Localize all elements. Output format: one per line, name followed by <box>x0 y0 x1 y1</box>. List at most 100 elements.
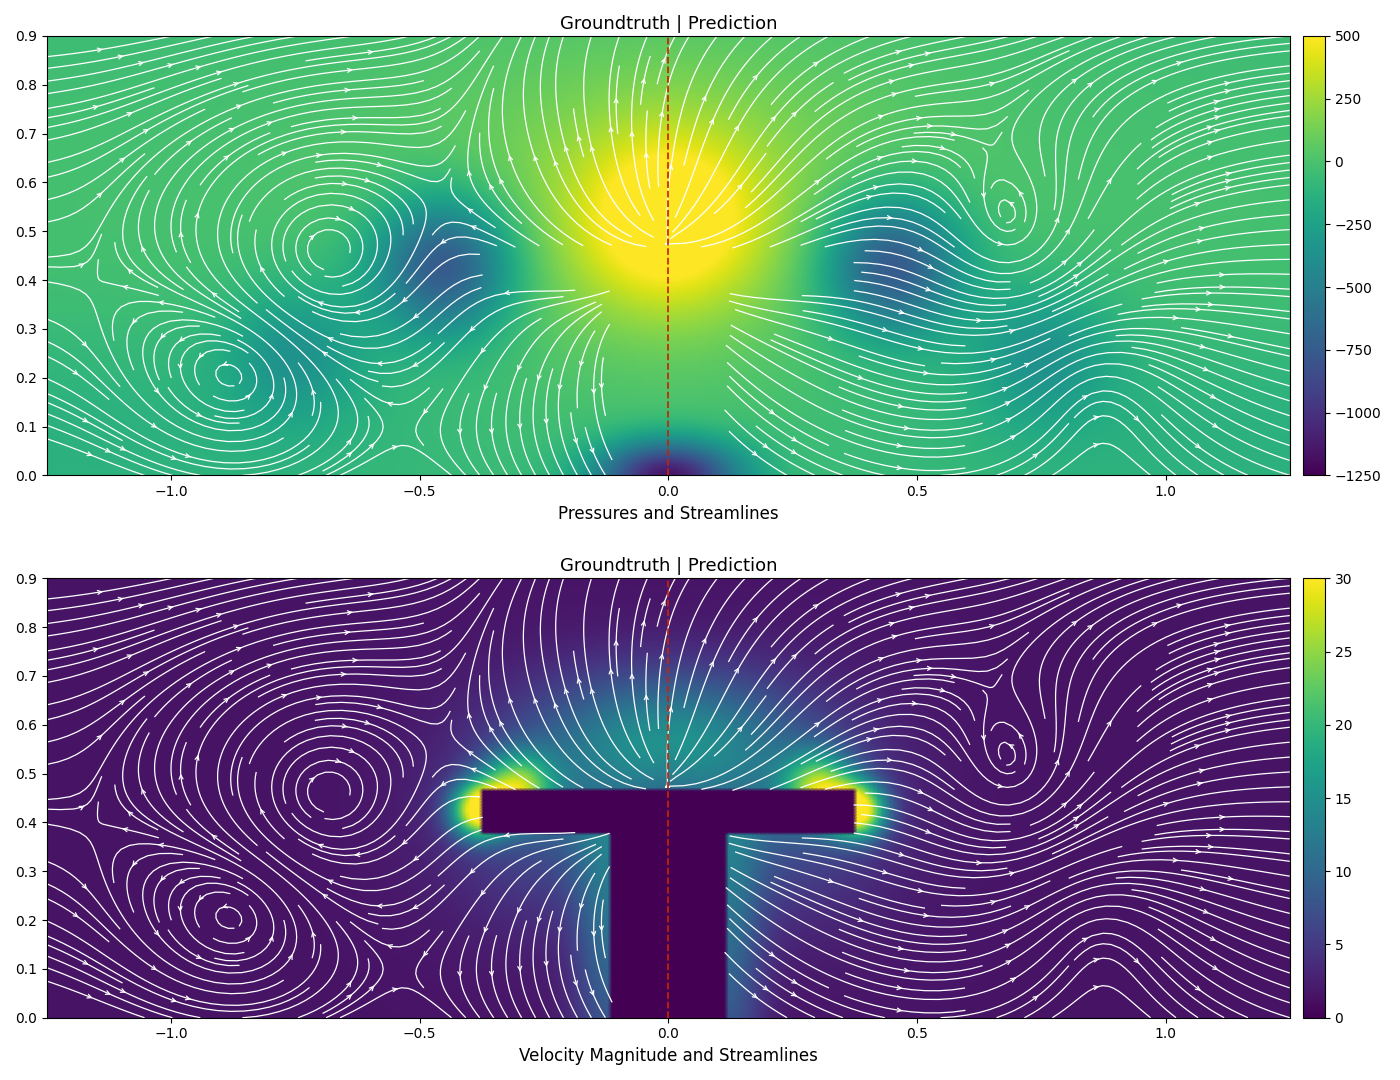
FancyArrowPatch shape <box>118 597 123 602</box>
FancyArrowPatch shape <box>154 388 160 393</box>
FancyArrowPatch shape <box>504 291 510 295</box>
FancyArrowPatch shape <box>186 684 192 688</box>
FancyArrowPatch shape <box>896 51 902 54</box>
FancyArrowPatch shape <box>911 701 917 705</box>
FancyArrowPatch shape <box>1225 179 1231 184</box>
FancyArrowPatch shape <box>925 287 930 291</box>
FancyArrowPatch shape <box>185 454 190 458</box>
FancyArrowPatch shape <box>1219 285 1224 289</box>
FancyArrowPatch shape <box>139 604 144 608</box>
FancyArrowPatch shape <box>120 700 125 704</box>
FancyArrowPatch shape <box>1033 454 1037 458</box>
FancyArrowPatch shape <box>217 71 221 75</box>
FancyArrowPatch shape <box>356 853 360 856</box>
FancyArrowPatch shape <box>1197 782 1203 786</box>
FancyArrowPatch shape <box>151 966 157 970</box>
FancyArrowPatch shape <box>508 157 512 161</box>
FancyArrowPatch shape <box>199 353 203 359</box>
FancyArrowPatch shape <box>413 363 417 366</box>
FancyArrowPatch shape <box>1226 172 1231 176</box>
FancyArrowPatch shape <box>591 448 594 453</box>
FancyArrowPatch shape <box>939 146 945 149</box>
FancyArrowPatch shape <box>1088 83 1092 87</box>
FancyArrowPatch shape <box>1007 418 1011 422</box>
FancyArrowPatch shape <box>414 856 419 861</box>
FancyArrowPatch shape <box>161 334 165 339</box>
FancyArrowPatch shape <box>1214 650 1219 654</box>
FancyArrowPatch shape <box>1072 79 1077 83</box>
FancyArrowPatch shape <box>1025 906 1029 909</box>
FancyArrowPatch shape <box>1214 130 1219 133</box>
FancyArrowPatch shape <box>1025 364 1029 367</box>
FancyArrowPatch shape <box>413 905 417 908</box>
FancyArrowPatch shape <box>78 806 84 810</box>
FancyArrowPatch shape <box>752 451 757 456</box>
FancyArrowPatch shape <box>867 738 872 742</box>
FancyArrowPatch shape <box>120 158 125 162</box>
FancyArrowPatch shape <box>998 242 1002 245</box>
FancyArrowPatch shape <box>186 141 192 145</box>
FancyArrowPatch shape <box>1208 845 1212 849</box>
FancyArrowPatch shape <box>237 105 241 109</box>
FancyArrowPatch shape <box>234 625 238 629</box>
FancyArrowPatch shape <box>1061 802 1067 807</box>
FancyArrowPatch shape <box>981 193 986 198</box>
FancyArrowPatch shape <box>533 157 538 161</box>
FancyArrowPatch shape <box>815 180 819 185</box>
FancyArrowPatch shape <box>1065 230 1070 234</box>
FancyArrowPatch shape <box>370 986 374 990</box>
FancyArrowPatch shape <box>669 165 672 170</box>
FancyArrowPatch shape <box>87 453 91 456</box>
FancyArrowPatch shape <box>120 446 125 450</box>
FancyArrowPatch shape <box>888 216 892 219</box>
FancyArrowPatch shape <box>1200 769 1204 773</box>
FancyArrowPatch shape <box>630 132 634 136</box>
FancyArrowPatch shape <box>1002 388 1007 391</box>
FancyArrowPatch shape <box>1056 218 1058 222</box>
FancyArrowPatch shape <box>1225 721 1231 726</box>
FancyArrowPatch shape <box>1077 805 1082 809</box>
FancyArrowPatch shape <box>1002 930 1007 933</box>
FancyArrowPatch shape <box>347 982 351 987</box>
FancyArrowPatch shape <box>1082 939 1086 942</box>
FancyArrowPatch shape <box>423 951 427 957</box>
FancyArrowPatch shape <box>480 890 486 895</box>
FancyArrowPatch shape <box>892 635 897 638</box>
FancyArrowPatch shape <box>580 362 584 365</box>
FancyArrowPatch shape <box>353 659 357 662</box>
FancyArrowPatch shape <box>342 724 347 728</box>
FancyArrowPatch shape <box>518 365 521 369</box>
FancyArrowPatch shape <box>918 789 923 793</box>
FancyArrowPatch shape <box>659 654 664 659</box>
FancyArrowPatch shape <box>753 617 757 622</box>
FancyArrowPatch shape <box>237 647 241 651</box>
FancyArrowPatch shape <box>490 185 494 189</box>
FancyArrowPatch shape <box>288 413 293 417</box>
FancyArrowPatch shape <box>1214 100 1219 104</box>
FancyArrowPatch shape <box>1196 986 1200 990</box>
FancyArrowPatch shape <box>470 326 475 332</box>
FancyArrowPatch shape <box>1194 202 1198 206</box>
FancyArrowPatch shape <box>1007 961 1011 964</box>
FancyArrowPatch shape <box>94 648 98 651</box>
FancyArrowPatch shape <box>98 591 102 594</box>
FancyArrowPatch shape <box>281 152 286 156</box>
FancyArrowPatch shape <box>500 179 504 184</box>
Title: Groundtruth | Prediction: Groundtruth | Prediction <box>560 15 777 33</box>
FancyArrowPatch shape <box>888 758 892 761</box>
FancyArrowPatch shape <box>171 998 175 1002</box>
FancyArrowPatch shape <box>1215 116 1221 120</box>
FancyArrowPatch shape <box>1197 240 1203 243</box>
FancyArrowPatch shape <box>1211 936 1215 941</box>
FancyArrowPatch shape <box>143 130 148 133</box>
FancyArrowPatch shape <box>574 438 577 443</box>
FancyArrowPatch shape <box>878 658 883 661</box>
FancyArrowPatch shape <box>577 136 581 140</box>
X-axis label: Pressures and Streamlines: Pressures and Streamlines <box>559 504 778 523</box>
FancyArrowPatch shape <box>899 404 903 408</box>
FancyArrowPatch shape <box>347 438 351 444</box>
FancyArrowPatch shape <box>309 778 315 782</box>
FancyArrowPatch shape <box>490 429 493 433</box>
FancyArrowPatch shape <box>1225 90 1231 93</box>
FancyArrowPatch shape <box>591 689 594 693</box>
